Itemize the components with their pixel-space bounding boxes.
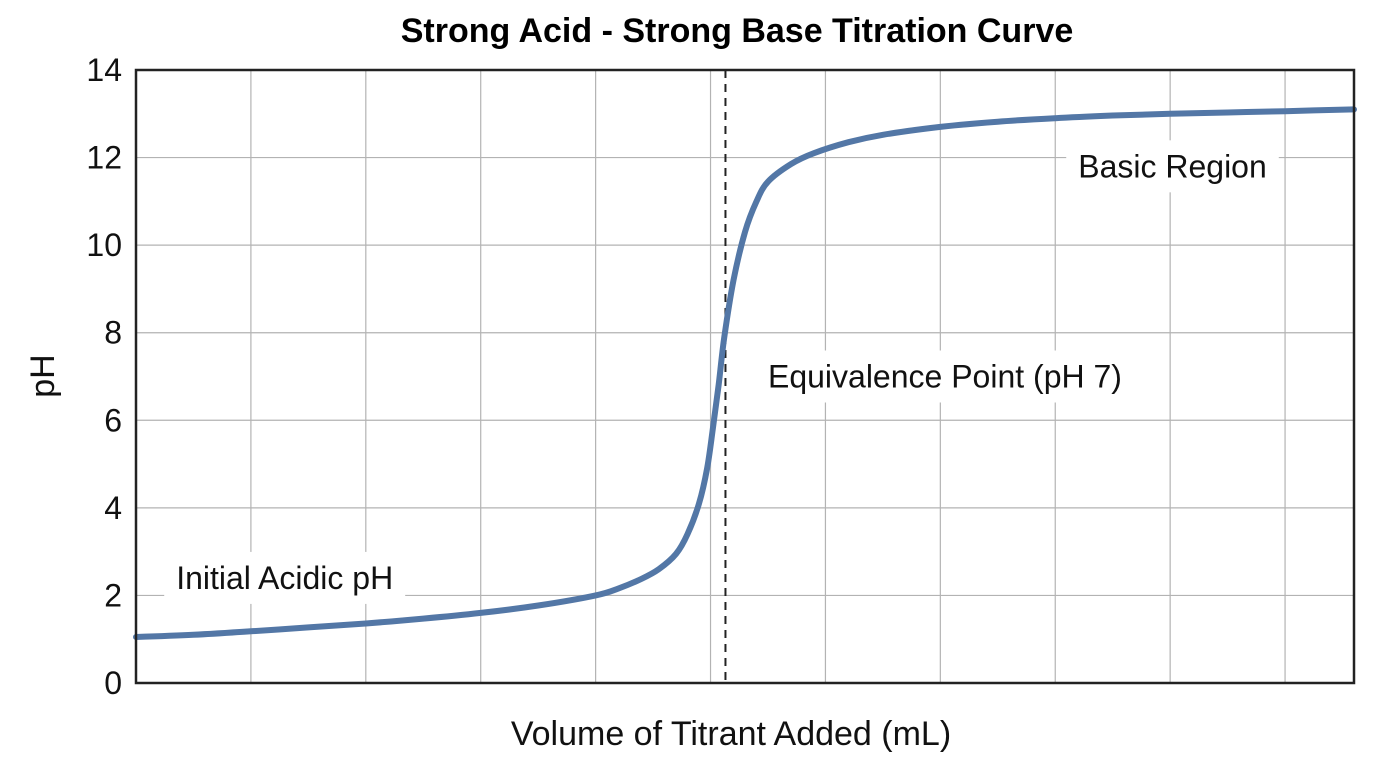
- titration-curve: [133, 106, 1357, 640]
- y-axis-label: pH: [24, 354, 62, 397]
- equivalence-annotation-bg: [755, 350, 1134, 403]
- initial-acidic-annotation: Initial Acidic pH: [176, 560, 393, 596]
- y-tick-label-2: 2: [104, 577, 122, 613]
- basic-annotation-bg: [1066, 140, 1279, 193]
- x-axis-label: Volume of Titrant Added (mL): [511, 715, 951, 753]
- y-tick-label-6: 6: [104, 402, 122, 438]
- equivalence-point-annotation: Equivalence Point (pH 7): [768, 359, 1122, 395]
- y-tick-label-14: 14: [86, 52, 122, 88]
- plot-frame: [134, 68, 1356, 685]
- y-tick-label-4: 4: [104, 490, 122, 526]
- y-tick-label-8: 8: [104, 315, 122, 351]
- initial-annotation-bg: [164, 551, 406, 604]
- annotations: Initial Acidic pH Equivalence Point (pH …: [164, 140, 1279, 604]
- chart-title: Strong Acid - Strong Base Titration Curv…: [401, 12, 1074, 50]
- y-tick-label-10: 10: [86, 227, 122, 263]
- basic-region-annotation: Basic Region: [1078, 148, 1267, 184]
- y-axis-ticks: 0 2 4 6 8 10 12 14: [86, 52, 122, 701]
- y-tick-label-12: 12: [86, 140, 122, 176]
- y-tick-label-0: 0: [104, 665, 122, 701]
